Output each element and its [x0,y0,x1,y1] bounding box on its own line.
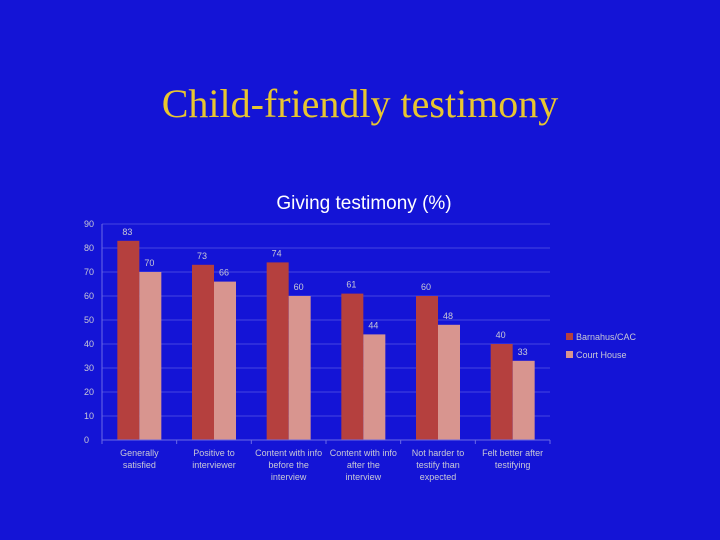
x-category-label: Content with info before the interview [255,448,322,482]
y-tick-label: 40 [84,339,94,349]
data-label: 83 [122,227,132,237]
bar-court-house [363,334,386,440]
axes: 0 10 20 30 40 50 60 70 80 90 Generally satisfied Pos… [84,219,551,482]
y-tick-label: 60 [84,291,94,301]
bar-barnahus [490,344,513,440]
x-category-label: Felt better after testifying [482,448,543,470]
bar-court-house [214,281,236,440]
bars [117,240,535,440]
data-label: 66 [219,268,229,278]
y-tick-label: 0 [84,435,89,445]
y-tick-label: 50 [84,315,94,325]
y-tick-label: 10 [84,411,94,421]
bar-court-house [512,360,535,440]
x-category-label: Positive to interviewer [192,448,236,470]
data-label: 33 [518,347,528,357]
bar-barnahus [192,264,214,440]
x-category-label: Not harder to testify than expected [412,448,465,482]
bar-court-house [139,272,162,440]
legend-label: Barnahus/CAC [576,332,637,342]
chart-title: Giving testimony (%) [276,193,452,214]
x-category-label: Content with info after the interview [330,448,397,482]
bar-barnahus [416,296,438,440]
legend-label: Court House [576,350,627,360]
data-label: 60 [421,282,431,292]
data-label: 48 [443,311,453,321]
data-label: 60 [294,282,304,292]
legend: Barnahus/CAC Court House [566,332,637,360]
slide-title: Child-friendly testimony [161,81,559,126]
y-tick-label: 20 [84,387,94,397]
bar-court-house [438,324,460,440]
bar-court-house [288,296,311,440]
bar-barnahus [117,240,140,440]
bar-barnahus [266,262,289,440]
data-label: 73 [197,251,207,261]
bar-barnahus [341,293,364,440]
data-label: 74 [272,248,282,258]
data-label: 40 [496,330,506,340]
data-label: 61 [346,280,356,290]
y-tick-label: 90 [84,219,94,229]
grid-lines [102,223,550,441]
y-tick-label: 80 [84,243,94,253]
y-tick-label: 30 [84,363,94,373]
data-label: 70 [144,258,154,268]
data-label: 44 [368,320,378,330]
y-tick-label: 70 [84,267,94,277]
legend-swatch [566,333,573,340]
legend-swatch [566,351,573,358]
data-labels: 83 70 73 66 74 60 61 44 60 48 40 33 [122,227,527,357]
x-category-label: Generally satisfied [120,448,159,470]
